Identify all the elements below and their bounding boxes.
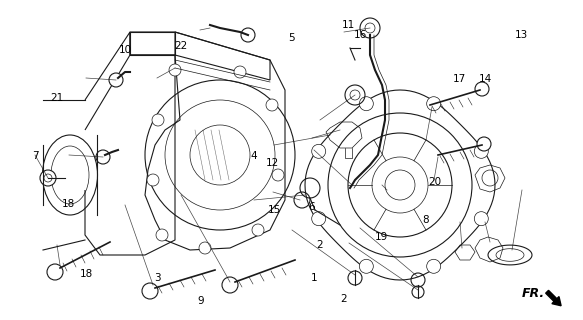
Text: 21: 21 bbox=[51, 92, 64, 103]
Text: 2: 2 bbox=[316, 240, 323, 250]
Text: 10: 10 bbox=[119, 44, 132, 55]
Circle shape bbox=[96, 150, 110, 164]
Text: 20: 20 bbox=[428, 177, 441, 187]
Text: 19: 19 bbox=[375, 232, 388, 242]
Circle shape bbox=[475, 212, 489, 226]
Text: 9: 9 bbox=[198, 296, 205, 306]
Circle shape bbox=[44, 174, 52, 182]
Text: 11: 11 bbox=[342, 20, 355, 30]
Circle shape bbox=[359, 97, 373, 111]
Circle shape bbox=[252, 224, 264, 236]
Text: 18: 18 bbox=[80, 268, 93, 279]
Text: 12: 12 bbox=[266, 158, 279, 168]
FancyArrow shape bbox=[546, 290, 561, 306]
Text: 1: 1 bbox=[310, 273, 317, 283]
Circle shape bbox=[234, 66, 246, 78]
Text: 18: 18 bbox=[62, 199, 75, 209]
Text: 4: 4 bbox=[250, 151, 257, 161]
Circle shape bbox=[40, 170, 56, 186]
Circle shape bbox=[47, 264, 63, 280]
Circle shape bbox=[147, 174, 159, 186]
Text: 17: 17 bbox=[453, 74, 466, 84]
Circle shape bbox=[477, 137, 491, 151]
Circle shape bbox=[266, 99, 278, 111]
Circle shape bbox=[241, 28, 255, 42]
Circle shape bbox=[199, 242, 211, 254]
Text: 8: 8 bbox=[422, 215, 429, 225]
Circle shape bbox=[427, 259, 441, 273]
Text: 7: 7 bbox=[31, 151, 38, 161]
Circle shape bbox=[142, 283, 158, 299]
Circle shape bbox=[359, 259, 373, 273]
Circle shape bbox=[427, 97, 441, 111]
Circle shape bbox=[169, 64, 181, 76]
Circle shape bbox=[109, 73, 123, 87]
Circle shape bbox=[222, 277, 238, 293]
Text: 2: 2 bbox=[340, 294, 347, 304]
Circle shape bbox=[475, 144, 489, 158]
Text: FR.: FR. bbox=[522, 287, 545, 300]
Circle shape bbox=[156, 229, 168, 241]
Text: 6: 6 bbox=[308, 202, 315, 212]
Text: 15: 15 bbox=[268, 204, 280, 215]
Text: 13: 13 bbox=[515, 29, 528, 40]
Circle shape bbox=[312, 144, 326, 158]
Text: 16: 16 bbox=[354, 29, 367, 40]
Circle shape bbox=[152, 114, 164, 126]
Circle shape bbox=[475, 82, 489, 96]
Text: 5: 5 bbox=[288, 33, 295, 43]
Circle shape bbox=[365, 23, 375, 33]
Circle shape bbox=[272, 169, 284, 181]
Text: 14: 14 bbox=[479, 74, 491, 84]
Circle shape bbox=[312, 212, 326, 226]
Circle shape bbox=[350, 90, 360, 100]
Text: 22: 22 bbox=[174, 41, 187, 52]
Text: 3: 3 bbox=[154, 273, 161, 283]
